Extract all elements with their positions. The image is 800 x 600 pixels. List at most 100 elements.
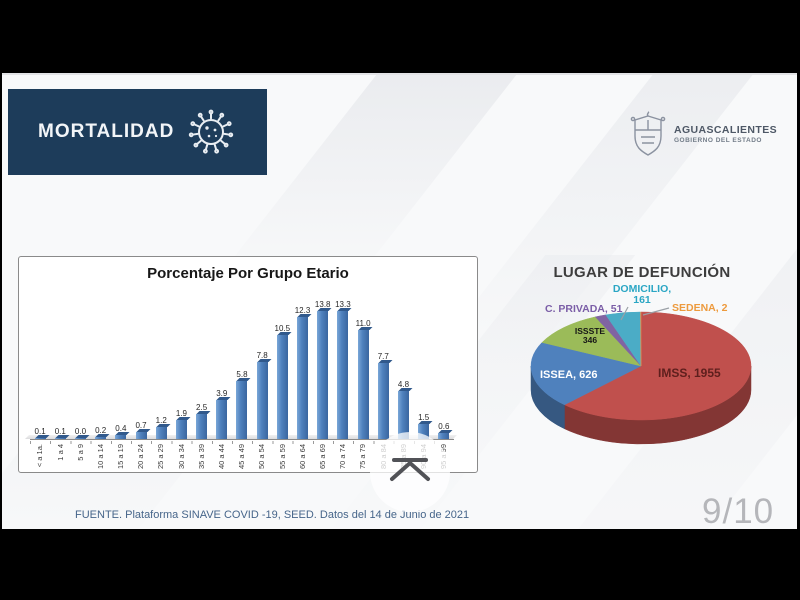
bar-slot: 12.3: [292, 300, 312, 439]
bar-slot: 0.1: [30, 300, 50, 439]
logo-title: AGUASCALIENTES: [674, 124, 778, 136]
bar-value-label: 1.9: [175, 409, 187, 419]
bar-value-label: 7.8: [256, 350, 268, 360]
bar-< a 1a.: [34, 438, 46, 439]
category-label: 55 a 59: [277, 444, 287, 470]
bar-value-label: 0.2: [95, 426, 107, 436]
bar-chart-category-axis: < a 1a. 1 a 4 5 a 9 10 a 14 15 a 19 20 a 24 25…: [30, 441, 454, 474]
category-label: 20 a 24: [136, 444, 146, 470]
bar-slot: 3.9: [212, 300, 232, 439]
bar-70 a 74: [337, 311, 349, 439]
bar-value-label: 3.9: [216, 389, 228, 399]
bar-90 a 94: [418, 424, 430, 439]
bar-40 a 44: [216, 400, 228, 439]
bar-10 a 14: [95, 437, 107, 439]
bar-slot: 1.5: [414, 300, 434, 439]
bar-slot: 13.8: [313, 300, 333, 439]
category-label-cell: 45 a 49: [232, 441, 252, 474]
bar-value-label: 13.3: [335, 300, 351, 309]
bar-95 a 99: [438, 433, 450, 439]
category-label: 15 a 19: [116, 444, 126, 470]
bar-slot: 1.2: [151, 300, 171, 439]
bar-value-label: 7.7: [377, 351, 389, 361]
bar-slot: 4.8: [393, 300, 413, 439]
category-label-cell: 65 a 69: [313, 441, 333, 474]
bar-value-label: 0.4: [115, 424, 127, 434]
bar-value-label: 0.0: [74, 427, 87, 436]
category-label: 1 a 4: [55, 444, 65, 461]
coat-of-arms-icon: [630, 111, 666, 156]
bar-value-label: 5.8: [236, 370, 248, 380]
bar-30 a 34: [175, 420, 187, 439]
bar-75 a 79: [357, 329, 369, 439]
channel-watermark: [370, 432, 450, 512]
slide-content: MORTALIDAD: [2, 73, 797, 529]
bar-60 a 64: [297, 316, 309, 439]
virus-icon: [189, 109, 234, 154]
category-label-cell: < a 1a.: [30, 441, 50, 474]
pie-label-issea: ISSEA, 626: [540, 369, 598, 381]
category-label-cell: 10 a 14: [91, 441, 111, 474]
category-label-cell: 70 a 74: [333, 441, 353, 474]
page-indicator: 9/10: [702, 492, 775, 529]
pie-label-imss: IMSS, 1955: [658, 366, 721, 380]
bar-1 a 4: [54, 438, 66, 439]
bar-slot: 5.8: [232, 300, 252, 439]
bar-5 a 9: [74, 438, 86, 439]
bar-value-label: 4.8: [397, 380, 410, 390]
category-label-cell: 30 a 34: [171, 441, 191, 474]
category-label: 40 a 44: [217, 444, 227, 470]
pie-label-c-privada: C. PRIVADA, 51: [545, 303, 623, 315]
category-label: 65 a 69: [317, 444, 327, 470]
pie-chart-title: LUGAR DE DEFUNCIÓN: [553, 264, 731, 281]
category-label-cell: 60 a 64: [292, 441, 312, 474]
bar-chart-plot: 0.1 0.1 0.0 0.2 0.4 0.7 1.2 1.9 2.5 3.9 5.8 7.8 10.5…: [30, 300, 454, 440]
bar-value-label: 10.5: [274, 323, 291, 333]
bar-35 a 39: [196, 414, 208, 439]
state-logo: AGUASCALIENTES GOBIERNO DEL ESTADO: [630, 111, 777, 157]
bar-55 a 59: [276, 334, 288, 439]
pie-label-issste-line2: 346: [582, 335, 598, 346]
bar-20 a 24: [135, 432, 147, 439]
bar-slot: 10.5: [272, 300, 292, 439]
bar-slot: 0.1: [50, 300, 70, 439]
bar-value-label: 12.3: [294, 305, 311, 315]
bar-slot: 7.7: [373, 300, 393, 439]
pie-label-issste: ISSSTE 346: [562, 326, 618, 346]
category-label: 10 a 14: [95, 444, 105, 470]
logo-text: AGUASCALIENTES GOBIERNO DEL ESTADO: [674, 124, 777, 144]
bar-slot: 0.6: [434, 300, 454, 439]
category-label: 50 a 54: [257, 444, 267, 470]
category-label-cell: 5 a 9: [70, 441, 90, 474]
bar-value-label: 1.2: [155, 416, 167, 426]
bar-slot: 0.7: [131, 300, 151, 439]
bar-value-label: 1.5: [418, 413, 430, 423]
bar-value-label: 0.6: [438, 422, 450, 432]
pie-label-sedena: SEDENA, 2: [672, 302, 728, 314]
category-label-cell: 35 a 39: [192, 441, 212, 474]
category-label-cell: 40 a 44: [212, 441, 232, 474]
bar-value-label: 0.1: [54, 427, 66, 436]
bar-50 a 54: [256, 361, 268, 439]
category-label: < a 1a.: [35, 444, 45, 468]
category-label: 35 a 39: [196, 444, 206, 470]
bar-slot: 0.4: [111, 300, 131, 439]
logo-subtitle: GOBIERNO DEL ESTADO: [674, 137, 762, 144]
category-label: 45 a 49: [237, 444, 247, 470]
bar-85 a 89: [397, 391, 409, 439]
bar-value-label: 13.8: [314, 300, 331, 309]
bar-value-label: 2.5: [196, 403, 208, 413]
bar-45 a 49: [236, 381, 248, 439]
bar-80 a 84: [377, 362, 389, 439]
category-label: 70 a 74: [338, 444, 348, 470]
category-label: 5 a 9: [75, 444, 85, 461]
category-label: 30 a 34: [176, 444, 186, 470]
category-label-cell: 55 a 59: [272, 441, 292, 474]
bar-25 a 29: [155, 427, 167, 439]
category-label-cell: 1 a 4: [50, 441, 70, 474]
bar-slot: 1.9: [171, 300, 191, 439]
category-label: 75 a 79: [358, 444, 368, 470]
slide-header: MORTALIDAD: [8, 89, 267, 175]
pie-chart: [530, 311, 752, 445]
